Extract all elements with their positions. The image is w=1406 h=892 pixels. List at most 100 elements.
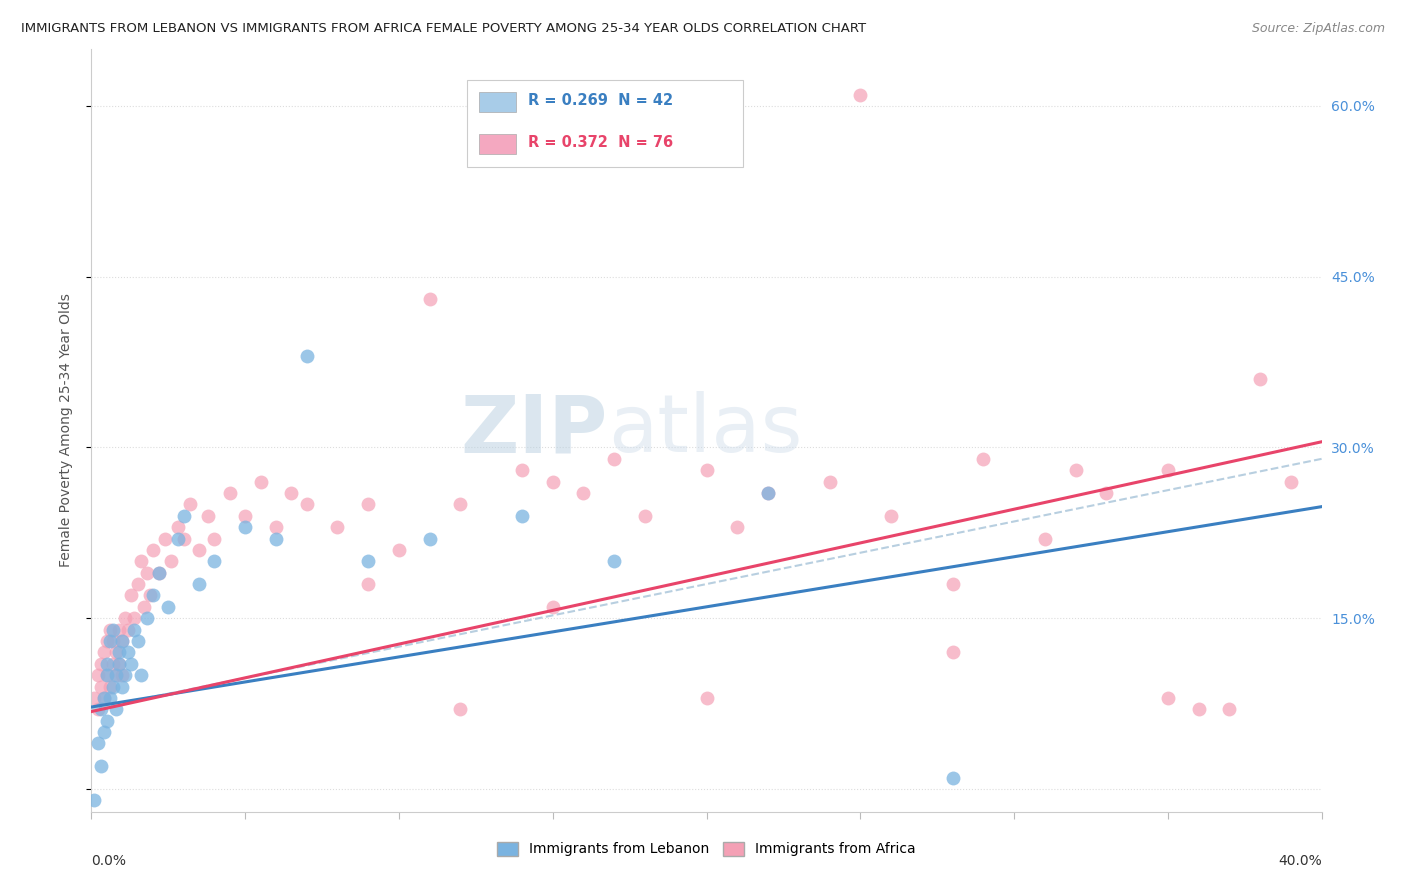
Point (114, 668, 136, 682)
Point (108, 657, 131, 671)
Point (603, 451, 626, 466)
Point (93, 725, 115, 739)
Point (419, 532, 441, 546)
Point (101, 657, 124, 671)
Point (86, 702, 108, 716)
Point (124, 623, 146, 637)
FancyBboxPatch shape (479, 134, 516, 153)
Point (139, 589, 162, 603)
Point (101, 634, 124, 648)
Point (93, 690, 115, 705)
Point (98, 623, 121, 637)
Point (114, 611, 136, 625)
Point (603, 554, 626, 568)
Point (83, 690, 105, 705)
Point (108, 623, 131, 637)
Legend: Immigrants from Lebanon, Immigrants from Africa: Immigrants from Lebanon, Immigrants from… (492, 836, 921, 862)
Point (96, 657, 118, 671)
Point (120, 589, 142, 603)
Point (98, 680, 121, 694)
Point (135, 566, 157, 580)
Point (111, 634, 134, 648)
Point (111, 680, 134, 694)
Point (849, 87, 872, 102)
Point (357, 554, 380, 568)
Point (105, 645, 127, 659)
Point (96, 668, 118, 682)
Point (972, 451, 994, 466)
Point (1279, 475, 1302, 489)
Point (90, 657, 112, 671)
Point (188, 542, 211, 557)
Point (1249, 372, 1271, 386)
Point (419, 293, 441, 307)
Text: R = 0.372  N = 76: R = 0.372 N = 76 (529, 136, 673, 151)
Point (264, 532, 287, 546)
Point (142, 542, 165, 557)
Point (153, 532, 177, 546)
Text: IMMIGRANTS FROM LEBANON VS IMMIGRANTS FROM AFRICA FEMALE POVERTY AMONG 25-34 YEA: IMMIGRANTS FROM LEBANON VS IMMIGRANTS FR… (21, 22, 866, 36)
Point (96, 634, 118, 648)
Point (510, 508, 533, 523)
Point (696, 690, 718, 705)
Point (326, 520, 349, 534)
Point (173, 508, 195, 523)
Text: 0.0%: 0.0% (91, 854, 127, 868)
Point (148, 566, 170, 580)
Point (120, 657, 142, 671)
Point (98, 634, 121, 648)
Point (357, 577, 380, 591)
Point (111, 668, 134, 682)
Point (1157, 690, 1180, 705)
Point (449, 702, 471, 716)
Point (233, 508, 256, 523)
Point (166, 520, 188, 534)
Point (132, 599, 155, 614)
Y-axis label: Female Poverty Among 25-34 Year Olds: Female Poverty Among 25-34 Year Olds (59, 293, 73, 567)
Text: ZIP: ZIP (461, 392, 607, 469)
Point (880, 508, 903, 523)
Point (197, 508, 219, 523)
Point (83, 793, 105, 807)
Point (96, 668, 118, 682)
Point (295, 350, 318, 364)
FancyBboxPatch shape (467, 79, 744, 168)
Point (117, 623, 139, 637)
Point (142, 589, 165, 603)
Point (166, 532, 188, 546)
Point (157, 599, 180, 614)
Point (572, 486, 595, 500)
Point (696, 463, 718, 477)
Point (90, 759, 112, 773)
Point (93, 645, 115, 659)
Point (756, 486, 779, 500)
Point (1187, 702, 1209, 716)
Point (541, 599, 564, 614)
Point (357, 497, 380, 511)
Point (98, 690, 121, 705)
Point (1064, 463, 1087, 477)
Point (86, 668, 108, 682)
Point (108, 657, 131, 671)
Point (942, 771, 965, 785)
Point (127, 634, 149, 648)
Point (1095, 486, 1118, 500)
Text: atlas: atlas (607, 392, 803, 469)
Point (818, 475, 841, 489)
Point (173, 532, 195, 546)
Point (634, 508, 657, 523)
Point (1218, 702, 1240, 716)
Point (942, 645, 965, 659)
Point (541, 475, 564, 489)
Point (510, 463, 533, 477)
Point (449, 497, 471, 511)
Point (96, 714, 118, 728)
Point (264, 520, 287, 534)
Point (1033, 532, 1056, 546)
Point (280, 486, 302, 500)
Point (90, 680, 112, 694)
Point (179, 497, 201, 511)
Point (202, 532, 225, 546)
Point (233, 520, 256, 534)
Point (218, 486, 240, 500)
